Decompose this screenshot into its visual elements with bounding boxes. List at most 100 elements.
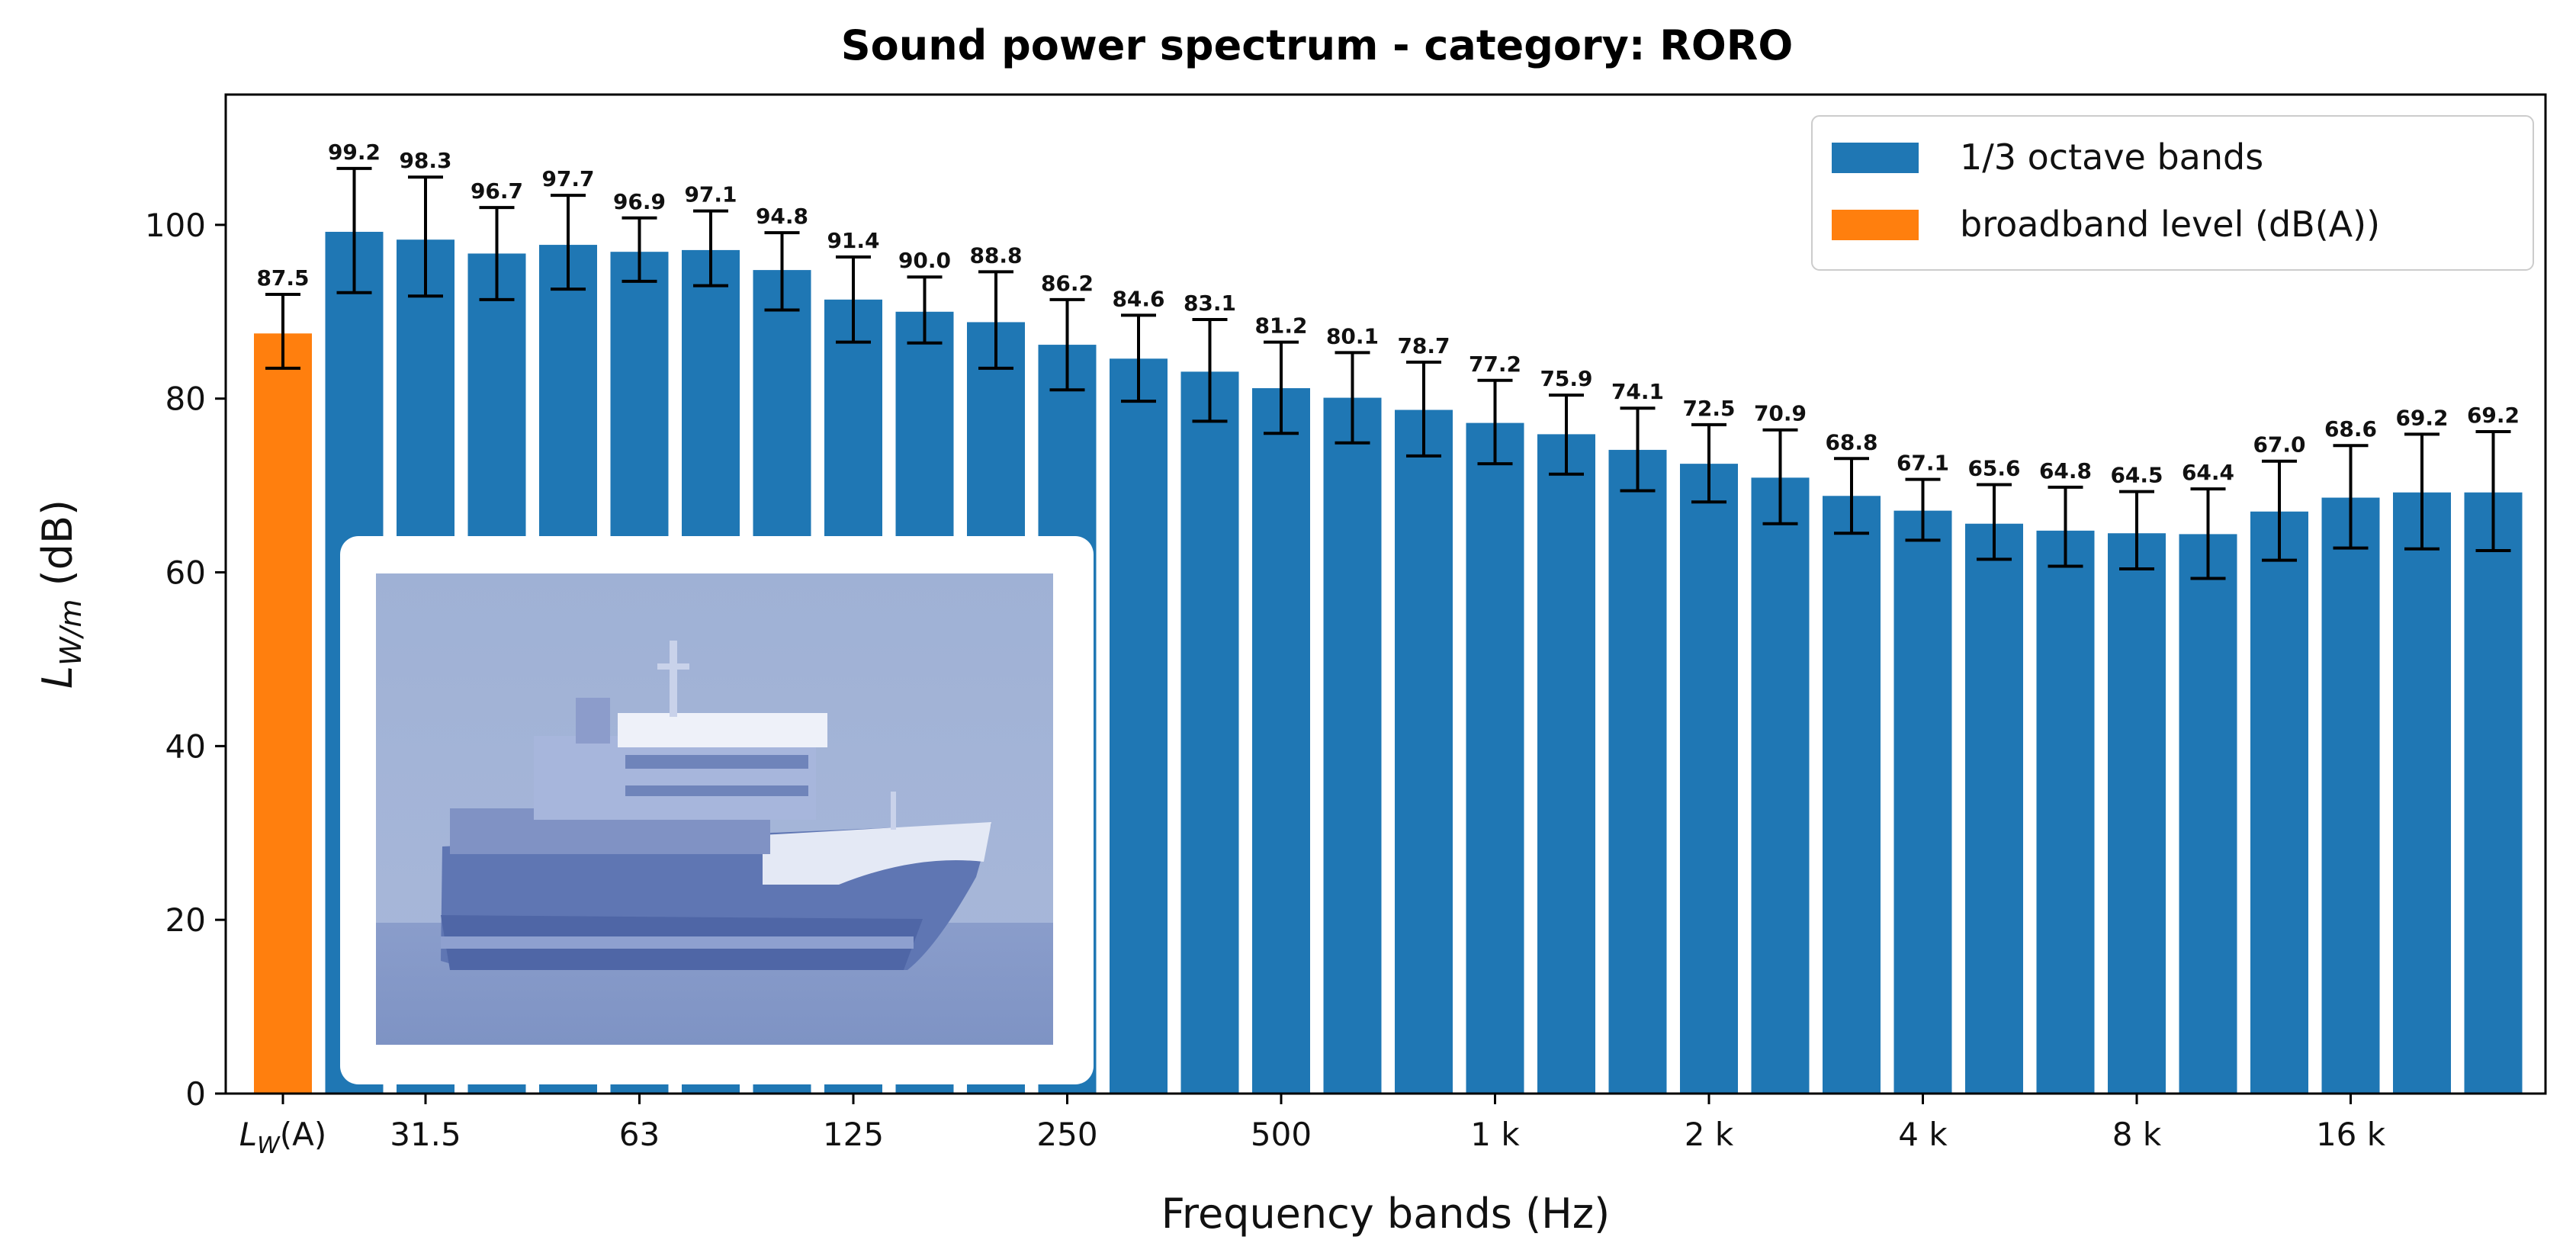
value-label: 69.2 (2395, 405, 2448, 430)
ship-funnel (576, 698, 610, 744)
value-label: 86.2 (1041, 271, 1094, 296)
error-bar (1335, 351, 1370, 445)
value-label: 83.1 (1184, 291, 1236, 316)
error-bar (1691, 422, 1726, 504)
y-axis-title-unit: (dB) (34, 500, 82, 599)
inset-ship-photo (340, 536, 1094, 1084)
error-bar (907, 275, 943, 345)
value-label: 88.8 (969, 243, 1022, 268)
y-axis-title-main: L (34, 666, 82, 689)
bar-band (1965, 523, 2023, 1094)
value-label: 74.1 (1611, 379, 1664, 404)
value-label: 96.9 (613, 189, 666, 214)
x-tick-label: 4 k (1898, 1116, 1948, 1153)
error-bar (1905, 477, 1941, 542)
x-tick-label: 63 (619, 1116, 660, 1153)
bar-band (1466, 422, 1524, 1094)
error-bar (551, 194, 586, 291)
value-label: 77.2 (1469, 352, 1521, 377)
error-bar (1834, 457, 1869, 535)
value-label: 90.0 (898, 248, 951, 273)
x-axis-title: Frequency bands (Hz) (1161, 1190, 1610, 1238)
error-bar (2190, 487, 2226, 580)
bar-band (1751, 477, 1810, 1094)
y-tick-label: 0 (185, 1075, 206, 1113)
value-label: 81.2 (1254, 313, 1307, 339)
value-label: 64.8 (2039, 458, 2092, 483)
bar-band (1537, 434, 1595, 1094)
value-label: 87.5 (256, 265, 309, 291)
error-bar (1762, 428, 1798, 525)
error-bar (836, 255, 871, 344)
error-bar (336, 166, 372, 294)
x-tick-label: 125 (823, 1116, 884, 1153)
error-bar (479, 206, 515, 301)
value-label: 78.7 (1397, 333, 1450, 358)
legend-label-bands: 1/3 octave bands (1960, 137, 2263, 178)
error-bar (1192, 318, 1228, 423)
y-axis-title-sub: W/m (54, 599, 88, 666)
error-bar (693, 209, 728, 287)
x-tick-label: 250 (1036, 1116, 1097, 1153)
value-label: 67.0 (2253, 432, 2305, 458)
error-bar (2333, 444, 2369, 550)
x-tick-label: 31.5 (390, 1116, 461, 1153)
bar-band (1893, 510, 1952, 1094)
error-bar (622, 216, 657, 283)
y-tick-label: 40 (165, 728, 206, 765)
value-label: 68.6 (2324, 416, 2377, 442)
ship-bridge (618, 713, 827, 747)
legend-swatch-broadband (1832, 210, 1919, 240)
error-bar (1121, 313, 1156, 403)
legend: 1/3 octave bands broadband level (dB(A)) (1811, 115, 2534, 271)
bar-band (2179, 534, 2237, 1094)
value-label: 67.1 (1897, 451, 1949, 476)
value-label: 64.4 (2182, 460, 2234, 485)
ship-bow (763, 822, 991, 885)
x-tick-label: 500 (1251, 1116, 1312, 1153)
x-tick-label: 2 k (1685, 1116, 1734, 1153)
error-bar (1977, 483, 2012, 561)
bar-band (1252, 388, 1310, 1094)
value-label: 68.8 (1825, 429, 1877, 455)
value-label: 65.6 (1967, 455, 2020, 480)
legend-swatch-bands (1832, 143, 1919, 173)
error-bar (2404, 432, 2439, 551)
bar-band (1680, 464, 1738, 1094)
error-bar (1549, 394, 1584, 476)
error-bar (978, 270, 1013, 370)
bar-band (1110, 358, 1168, 1094)
error-bar (764, 231, 800, 312)
y-axis: 0 20 40 60 80 100 (145, 207, 226, 1113)
error-bar (2262, 459, 2297, 562)
ship-windows (625, 755, 808, 769)
x-tick-label: 16 k (2316, 1116, 2386, 1153)
ship-mast-2 (891, 792, 896, 830)
error-bar (1264, 340, 1299, 435)
bar-band (1395, 410, 1453, 1094)
value-label: 75.9 (1540, 366, 1592, 391)
error-bar (1477, 378, 1513, 466)
value-label: 96.7 (471, 178, 523, 204)
value-label: 72.5 (1682, 396, 1735, 421)
value-label: 80.1 (1326, 323, 1379, 349)
bar-broadband (254, 333, 312, 1094)
y-axis-title: LW/m (dB) (34, 500, 88, 689)
value-label: 84.6 (1112, 286, 1164, 311)
value-label: 97.7 (541, 166, 594, 191)
value-label: 64.5 (2110, 463, 2163, 488)
ship-stripe (441, 936, 914, 949)
legend-label-broadband: broadband level (dB(A)) (1960, 204, 2380, 245)
value-label: 94.8 (756, 204, 808, 229)
y-tick-label: 60 (165, 554, 206, 592)
bar-band (1823, 496, 1881, 1094)
bar-band (2393, 492, 2451, 1094)
bar-band (1323, 397, 1382, 1094)
bar-band (2036, 530, 2095, 1094)
value-label: 97.1 (684, 182, 737, 207)
ship-superstructure (534, 736, 816, 820)
bar-band (2464, 492, 2523, 1094)
y-tick-label: 100 (145, 207, 206, 244)
x-tick-label: 1 k (1470, 1116, 1520, 1153)
